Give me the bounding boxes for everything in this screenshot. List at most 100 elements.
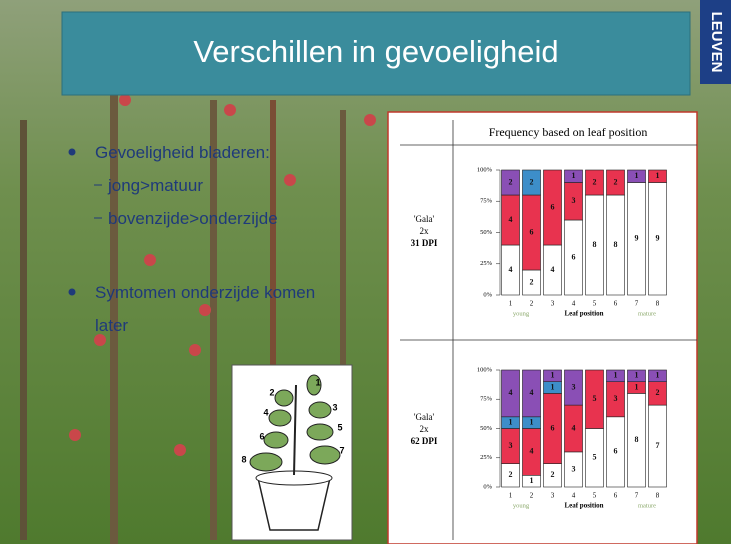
x-tick-label: 1 xyxy=(509,300,513,308)
plant-label: 1 xyxy=(315,377,320,387)
plant-label: 2 xyxy=(269,387,274,397)
segment-label: 4 xyxy=(551,265,555,274)
sub-bullet: bovenzijde>onderzijde xyxy=(108,202,278,235)
slide-canvas: Verschillen in gevoeligheid LEUVEN Frequ… xyxy=(0,0,731,544)
segment-label: 3 xyxy=(572,382,576,391)
plant-label: 5 xyxy=(337,422,342,432)
row-label: 2x xyxy=(420,424,430,434)
sub-bullet: jong>matuur xyxy=(108,169,203,202)
row-label: 62 DPI xyxy=(411,436,438,446)
row-label: 31 DPI xyxy=(411,238,438,248)
segment-label: 6 xyxy=(551,202,555,211)
segment-label: 2 xyxy=(593,177,597,186)
row-label: 'Gala' xyxy=(414,214,435,224)
segment-label: 4 xyxy=(509,215,513,224)
segment-label: 3 xyxy=(572,196,576,205)
segment-label: 5 xyxy=(593,453,597,462)
x-tick-label: 4 xyxy=(572,300,576,308)
segment-label: 1 xyxy=(614,371,618,380)
segment-label: 2 xyxy=(614,177,618,186)
segment-label: 6 xyxy=(530,227,534,236)
x-tick-label: 4 xyxy=(572,492,576,500)
segment-label: 1 xyxy=(635,371,639,380)
segment-label: 6 xyxy=(551,423,555,432)
slide: Verschillen in gevoeligheid LEUVEN Frequ… xyxy=(0,0,731,544)
x-tick-label: 5 xyxy=(593,300,597,308)
y-tick-label: 25% xyxy=(480,454,493,461)
logo: LEUVEN xyxy=(708,12,725,73)
x-tick-label: 3 xyxy=(551,300,555,308)
segment-label: 4 xyxy=(530,388,534,397)
segment-label: 3 xyxy=(509,441,513,450)
segment-label: 4 xyxy=(509,265,513,274)
y-tick-label: 0% xyxy=(483,291,492,298)
segment-label: 1 xyxy=(551,382,555,391)
slide-title: Verschillen in gevoeligheid xyxy=(193,34,558,69)
segment-label: 5 xyxy=(593,394,597,403)
segment-label: 1 xyxy=(635,171,639,180)
x-tick-label: 8 xyxy=(656,300,660,308)
bullet: Symtomen onderzijde komen later xyxy=(95,276,345,342)
segment-label: 7 xyxy=(656,441,660,450)
x-tick-label: 6 xyxy=(614,492,618,500)
plant-label: 6 xyxy=(259,431,264,441)
y-tick-label: 50% xyxy=(480,229,493,236)
segment-label: 6 xyxy=(614,447,618,456)
segment-label: 4 xyxy=(530,447,534,456)
y-tick-label: 75% xyxy=(480,198,493,205)
segment-label: 1 xyxy=(530,417,534,426)
x-tick-label: 2 xyxy=(530,492,534,500)
segment-label: 2 xyxy=(530,177,534,186)
segment-label: 4 xyxy=(572,423,576,432)
segment-label: 2 xyxy=(551,470,555,479)
segment-label: 3 xyxy=(614,394,618,403)
plant-label: 4 xyxy=(263,407,268,417)
segment-label: 1 xyxy=(509,417,513,426)
x-tick-label: 3 xyxy=(551,492,555,500)
row-label: 'Gala' xyxy=(414,412,435,422)
segment-label: 8 xyxy=(614,240,618,249)
y-tick-label: 0% xyxy=(483,483,492,490)
x-axis-label: Leaf position xyxy=(564,310,603,318)
segment-label: 8 xyxy=(593,240,597,249)
x-tick-label: 1 xyxy=(509,492,513,500)
plant-label: 3 xyxy=(332,402,337,412)
segment-label: 1 xyxy=(572,171,576,180)
segment-label: 2 xyxy=(509,177,513,186)
y-tick-label: 75% xyxy=(480,396,493,403)
x-tick-label: 8 xyxy=(656,492,660,500)
segment-label: 1 xyxy=(635,382,639,391)
x-tick-label: 2 xyxy=(530,300,534,308)
segment-label: 4 xyxy=(509,388,513,397)
segment-label: 9 xyxy=(656,234,660,243)
plant-label: 8 xyxy=(241,454,246,464)
segment-label: 2 xyxy=(509,470,513,479)
x-tick-label: 5 xyxy=(593,492,597,500)
segment-label: 6 xyxy=(572,252,576,261)
plant-label: 7 xyxy=(339,445,344,455)
segment-label: 3 xyxy=(572,464,576,473)
x-tick-label: 7 xyxy=(635,300,639,308)
segment-label: 9 xyxy=(635,234,639,243)
y-tick-label: 100% xyxy=(477,366,493,373)
y-tick-label: 50% xyxy=(480,425,493,432)
x-tick-label: 7 xyxy=(635,492,639,500)
row-label: 2x xyxy=(420,226,430,236)
segment-label: 8 xyxy=(635,435,639,444)
segment-label: 2 xyxy=(656,388,660,397)
figure-header: Frequency based on leaf position xyxy=(489,125,648,139)
x-axis-label: Leaf position xyxy=(564,502,603,510)
x-annotation: young xyxy=(513,502,530,509)
y-tick-label: 25% xyxy=(480,260,493,267)
x-tick-label: 6 xyxy=(614,300,618,308)
x-annotation: mature xyxy=(638,502,656,509)
segment-label: 2 xyxy=(530,277,534,286)
x-annotation: young xyxy=(513,310,530,317)
segment-label: 1 xyxy=(551,371,555,380)
y-tick-label: 100% xyxy=(477,166,493,173)
segment-label: 1 xyxy=(530,476,534,485)
x-annotation: mature xyxy=(638,310,656,317)
bullet: Gevoeligheid bladeren: xyxy=(95,136,270,169)
segment-label: 1 xyxy=(656,371,660,380)
segment-label: 1 xyxy=(656,171,660,180)
